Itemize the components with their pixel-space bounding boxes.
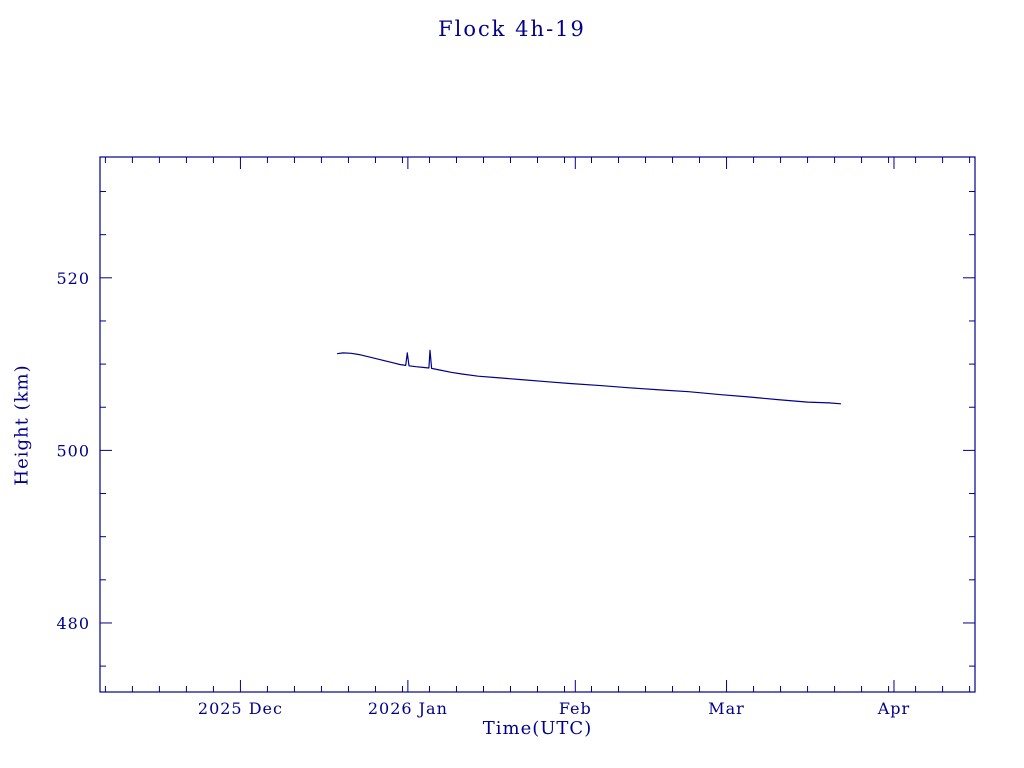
x-axis-label: Time(UTC) xyxy=(482,718,593,739)
chart-title: Flock 4h-19 xyxy=(438,17,586,41)
y-tick-label: 480 xyxy=(56,614,90,633)
x-tick-label: Apr xyxy=(877,699,910,718)
y-axis-label: Height (km) xyxy=(11,364,33,486)
y-tick-label: 500 xyxy=(56,441,90,460)
x-tick-label: 2025 Dec xyxy=(198,699,283,718)
x-tick-label: 2026 Jan xyxy=(368,699,448,718)
plot-frame xyxy=(99,156,976,693)
x-tick-label: Mar xyxy=(708,699,745,718)
height-series-line xyxy=(337,349,842,405)
y-tick-label: 520 xyxy=(56,269,90,288)
x-tick-label: Feb xyxy=(559,699,592,718)
